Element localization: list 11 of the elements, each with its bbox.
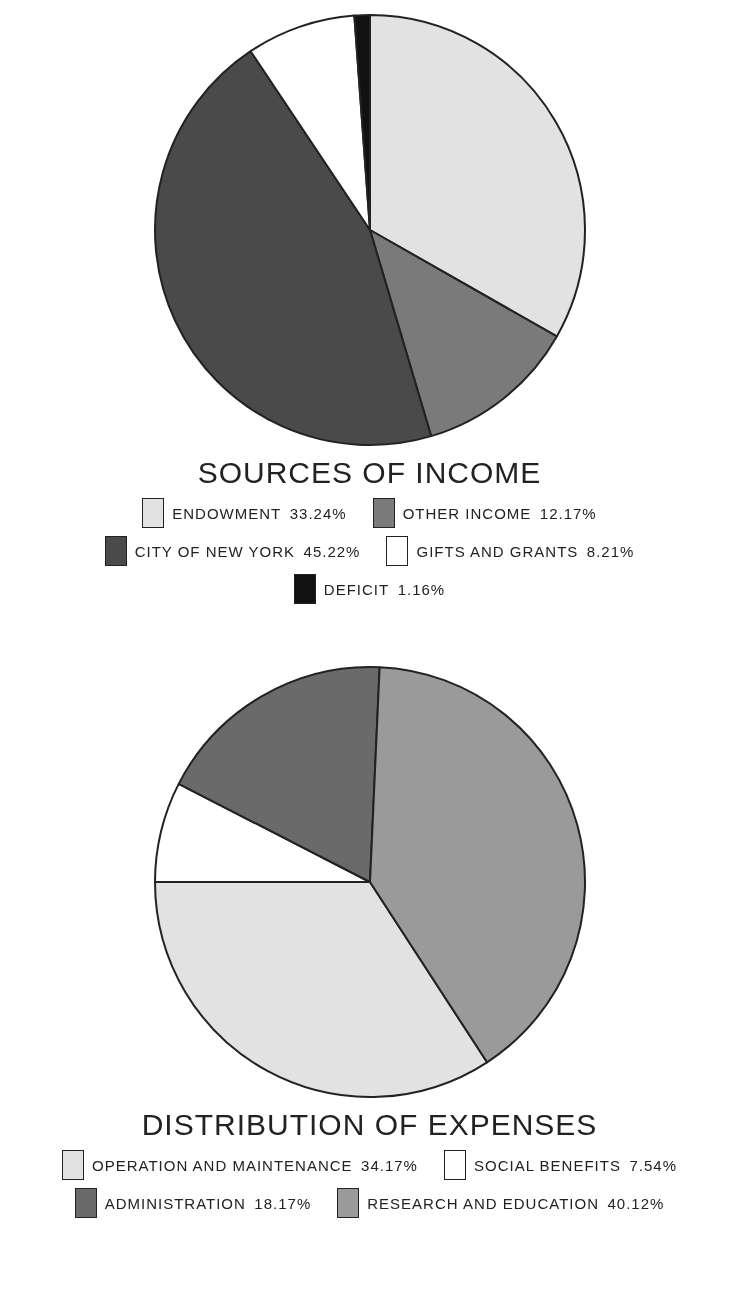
legend-label: ADMINISTRATION 18.17% (104, 1194, 312, 1212)
text: SOURCES OF INCOME (197, 456, 542, 490)
legend-label: CITY OF NEW YORK 45.22% (134, 542, 361, 560)
legend-label: OTHER INCOME 12.17% (402, 504, 597, 522)
legend-label: DEFICIT 1.16% (323, 580, 446, 598)
legend-label: ENDOWMENT 33.24% (172, 504, 347, 522)
legend-label: RESEARCH AND EDUCATION 40.12% (367, 1194, 665, 1212)
legend-label: SOCIAL BENEFITS 7.54% (473, 1156, 677, 1174)
text: DISTRIBUTION OF EXPENSES (141, 1108, 598, 1142)
legend-label: GIFTS AND GRANTS 8.21% (416, 542, 635, 560)
legend-label: OPERATION AND MAINTENANCE 34.17% (92, 1156, 418, 1174)
